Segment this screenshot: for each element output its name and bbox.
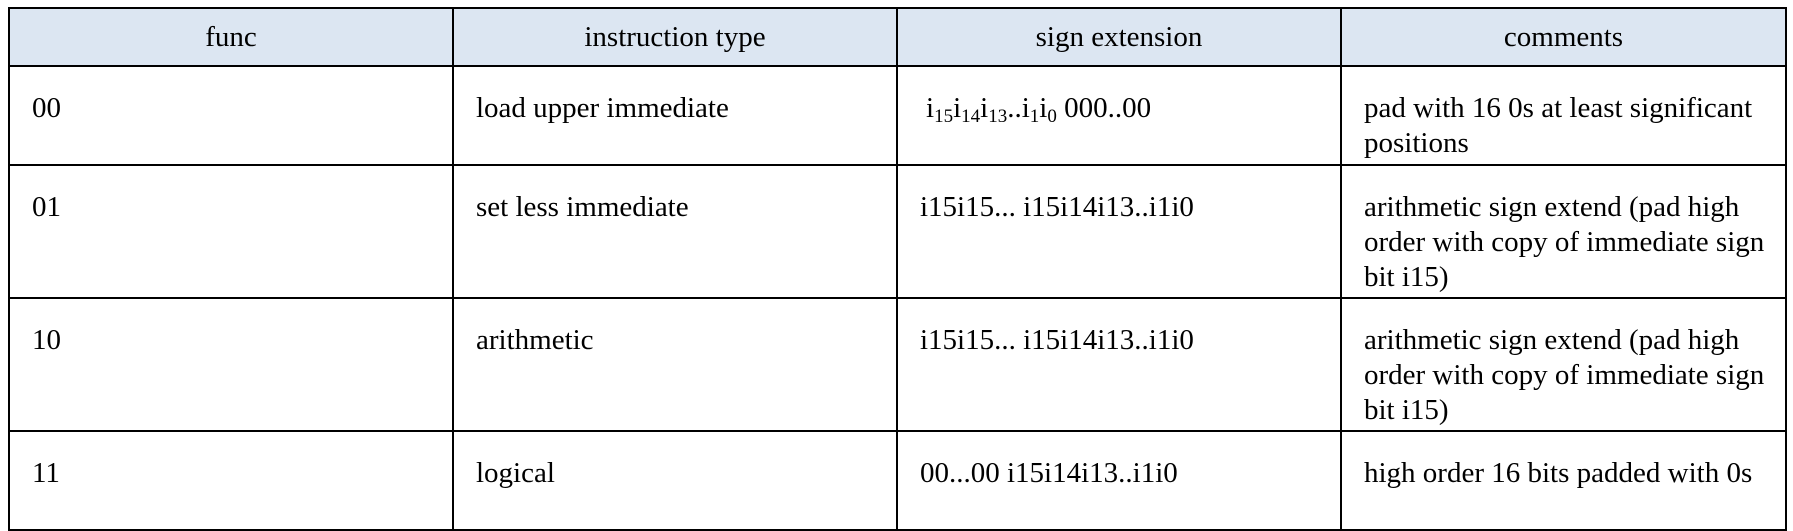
- table-row: 01 set less immediate i15i15... i15i14i1…: [8, 164, 1787, 299]
- header-func: func: [8, 7, 454, 67]
- sign-extension-subscripted: i15i14i13..i1i0 000..00: [926, 92, 1152, 127]
- cell-sign-extension: i15i14i13..i1i0 000..00: [896, 65, 1342, 166]
- header-sign-extension: sign extension: [896, 7, 1342, 67]
- cell-func: 10: [8, 297, 454, 432]
- cell-sign-extension: i15i15... i15i14i13..i1i0: [896, 164, 1342, 299]
- table-row: 11 logical 00...00 i15i14i13..i1i0 high …: [8, 430, 1787, 531]
- instruction-table: func instruction type sign extension com…: [8, 7, 1787, 531]
- cell-instruction-type: logical: [452, 430, 898, 531]
- table-row: 00 load upper immediate i15i14i13..i1i0 …: [8, 65, 1787, 166]
- header-row: func instruction type sign extension com…: [8, 7, 1787, 67]
- cell-func: 11: [8, 430, 454, 531]
- cell-instruction-type: arithmetic: [452, 297, 898, 432]
- cell-instruction-type: load upper immediate: [452, 65, 898, 166]
- cell-sign-extension: i15i15... i15i14i13..i1i0: [896, 297, 1342, 432]
- table-row: 10 arithmetic i15i15... i15i14i13..i1i0 …: [8, 297, 1787, 432]
- cell-comments: arithmetic sign extend (pad high order w…: [1340, 164, 1787, 299]
- cell-comments: high order 16 bits padded with 0s: [1340, 430, 1787, 531]
- cell-sign-extension: 00...00 i15i14i13..i1i0: [896, 430, 1342, 531]
- cell-func: 00: [8, 65, 454, 166]
- header-comments: comments: [1340, 7, 1787, 67]
- cell-comments: pad with 16 0s at least significant posi…: [1340, 65, 1787, 166]
- cell-func: 01: [8, 164, 454, 299]
- cell-instruction-type: set less immediate: [452, 164, 898, 299]
- cell-comments: arithmetic sign extend (pad high order w…: [1340, 297, 1787, 432]
- header-instruction-type: instruction type: [452, 7, 898, 67]
